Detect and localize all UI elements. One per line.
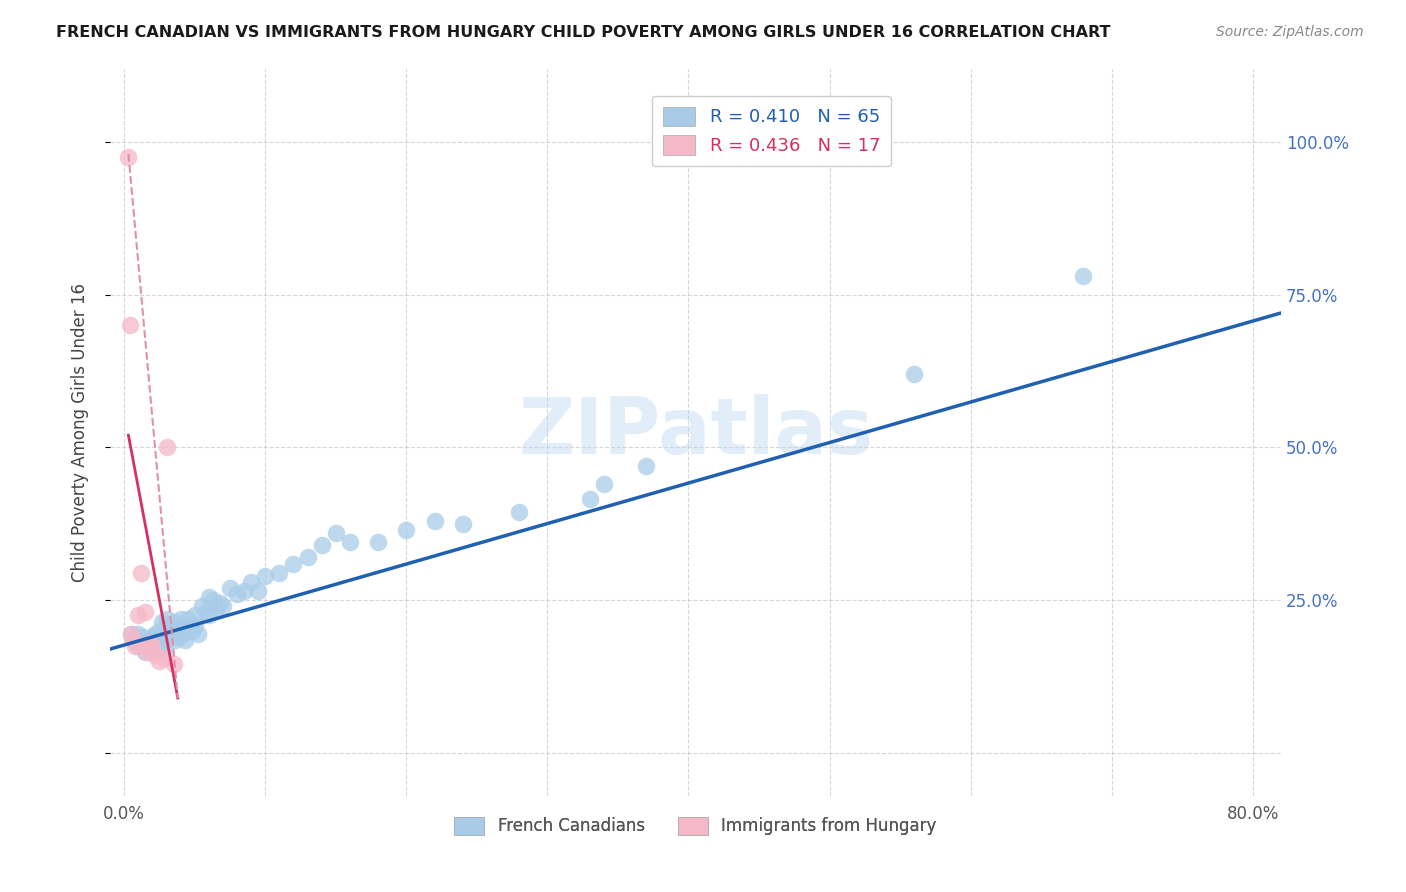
Point — [127, 608, 149, 623]
Point — [131, 630, 153, 644]
Point — [367, 535, 389, 549]
Point — [578, 492, 600, 507]
Point — [155, 441, 177, 455]
Point — [163, 632, 186, 647]
Point — [152, 642, 174, 657]
Point — [205, 602, 228, 616]
Point — [141, 630, 163, 644]
Point — [297, 550, 319, 565]
Point — [152, 651, 174, 665]
Point — [198, 608, 221, 623]
Point — [148, 654, 170, 668]
Point — [134, 639, 156, 653]
Point — [157, 627, 180, 641]
Point — [173, 632, 195, 647]
Point — [141, 639, 163, 653]
Point — [226, 587, 249, 601]
Point — [143, 648, 166, 663]
Point — [311, 538, 333, 552]
Point — [508, 505, 530, 519]
Point — [183, 608, 205, 623]
Point — [592, 477, 614, 491]
Point — [159, 624, 181, 638]
Point — [129, 636, 152, 650]
Point — [1073, 269, 1095, 284]
Point — [202, 593, 225, 607]
Point — [903, 367, 925, 381]
Point — [141, 639, 163, 653]
Point — [138, 636, 160, 650]
Point — [121, 632, 143, 647]
Point — [169, 617, 191, 632]
Point — [143, 632, 166, 647]
Text: ZIPatlas: ZIPatlas — [517, 394, 873, 470]
Point — [155, 621, 177, 635]
Point — [269, 566, 291, 580]
Point — [198, 590, 221, 604]
Point — [176, 611, 198, 625]
Y-axis label: Child Poverty Among Girls Under 16: Child Poverty Among Girls Under 16 — [72, 283, 89, 582]
Point — [129, 566, 152, 580]
Text: Source: ZipAtlas.com: Source: ZipAtlas.com — [1216, 25, 1364, 39]
Point — [240, 574, 263, 589]
Text: FRENCH CANADIAN VS IMMIGRANTS FROM HUNGARY CHILD POVERTY AMONG GIRLS UNDER 16 CO: FRENCH CANADIAN VS IMMIGRANTS FROM HUNGA… — [56, 25, 1111, 40]
Point — [180, 624, 202, 638]
Point — [212, 599, 235, 614]
Point — [166, 630, 188, 644]
Point — [120, 627, 142, 641]
Point — [233, 584, 256, 599]
Point — [135, 645, 157, 659]
Point — [124, 639, 146, 653]
Point — [219, 581, 242, 595]
Point — [138, 636, 160, 650]
Point — [134, 645, 156, 659]
Point — [124, 632, 146, 647]
Point — [283, 557, 305, 571]
Point — [162, 615, 184, 629]
Point — [162, 657, 184, 672]
Point — [132, 639, 155, 653]
Point — [127, 639, 149, 653]
Point — [191, 599, 214, 614]
Point — [143, 627, 166, 641]
Point — [339, 535, 361, 549]
Point — [423, 514, 446, 528]
Point — [152, 632, 174, 647]
Point — [254, 568, 277, 582]
Point — [395, 523, 418, 537]
Point — [186, 627, 208, 641]
Point — [150, 615, 173, 629]
Point — [451, 516, 474, 531]
Point — [118, 318, 141, 333]
Point — [148, 639, 170, 653]
Point — [195, 606, 218, 620]
Point — [325, 526, 347, 541]
Point — [120, 627, 142, 641]
Point — [127, 627, 149, 641]
Legend: French Canadians, Immigrants from Hungary: French Canadians, Immigrants from Hungar… — [447, 810, 943, 842]
Point — [148, 624, 170, 638]
Point — [155, 611, 177, 625]
Point — [169, 611, 191, 625]
Point — [172, 627, 194, 641]
Point — [636, 458, 658, 473]
Point — [134, 606, 156, 620]
Point — [136, 632, 159, 647]
Point — [183, 617, 205, 632]
Point — [209, 596, 232, 610]
Point — [117, 150, 139, 164]
Point — [247, 584, 270, 599]
